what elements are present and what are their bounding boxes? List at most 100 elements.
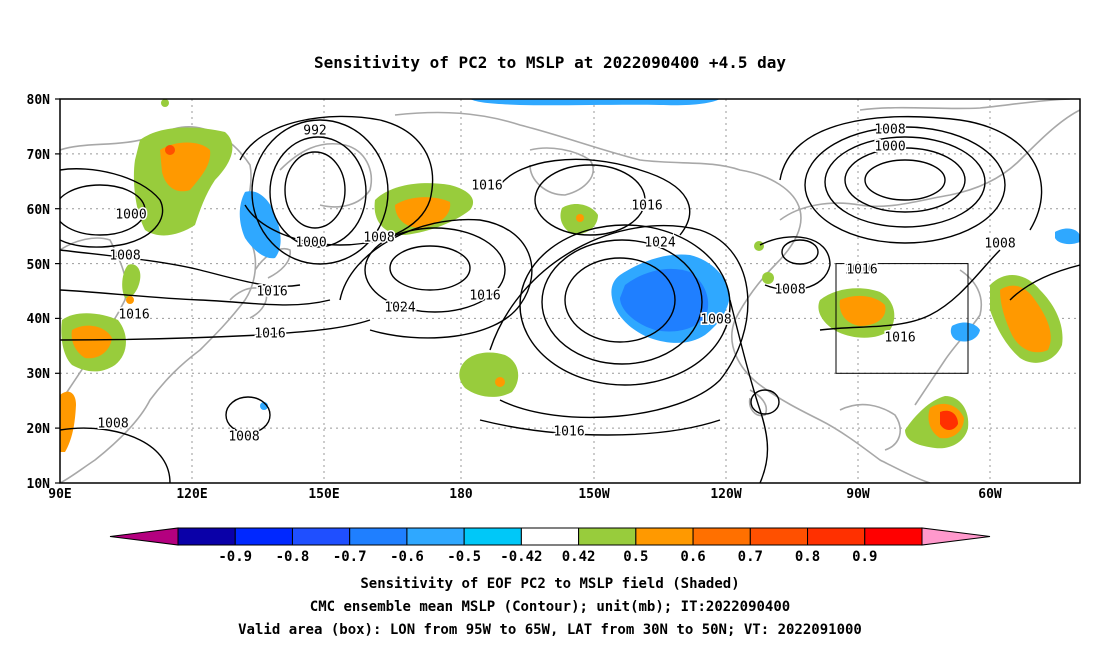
- contour-1016-pacific-east: [479, 419, 721, 436]
- lat-label: 50N: [27, 258, 51, 273]
- contour-high-canada-3: [824, 136, 986, 228]
- contour-low-alaska-2: [499, 158, 691, 236]
- colorbar-cell: [234, 527, 293, 546]
- shade-positive-caribbean-core: [940, 410, 958, 430]
- shade-siberia-max: [165, 145, 175, 155]
- shade-negative-far-atlantic: [1055, 228, 1080, 245]
- lat-label: 10N: [27, 477, 51, 492]
- contour-label: 1016: [846, 263, 877, 278]
- contour-label: 1016: [884, 331, 915, 346]
- lat-label: 70N: [27, 148, 51, 163]
- contour-label: 1008: [228, 430, 259, 445]
- lon-label: 150E: [308, 487, 339, 502]
- lat-label: 40N: [27, 312, 51, 327]
- contour-1008-atlantic: [1009, 264, 1080, 301]
- coast-baja: [748, 389, 768, 417]
- lon-label: 90W: [846, 487, 870, 502]
- colorbar-cell: [635, 527, 694, 546]
- contour-high-east-2: [541, 239, 703, 365]
- contour-label: 1016: [844, 263, 875, 278]
- contour-1008-south: [60, 427, 171, 483]
- colorbar-arrow-low: [109, 527, 179, 546]
- shade-speck-arctic: [161, 99, 169, 107]
- colorbar-cell: [177, 527, 236, 546]
- lon-label: 90E: [48, 487, 71, 502]
- coast-kamchatka: [279, 143, 372, 208]
- contour-high-canada-2: [844, 147, 966, 213]
- contour-low-alaska-1: [534, 164, 646, 236]
- shade-positive-south-sea: [60, 391, 76, 452]
- contour-high-west-1: [389, 245, 471, 291]
- contour-1008-rockies: [759, 236, 831, 291]
- contour-high-canada-1: [864, 159, 946, 201]
- shade-speck-rockies: [762, 272, 774, 284]
- coast-arctic-islands: [859, 99, 1071, 111]
- longitude-labels: 90E 120E 150E 180 150W 120W 90W 60W: [48, 487, 1002, 502]
- map-panel: 992 1000 1008 1016 1016 1000 1008 1016 1016 1024 1…: [27, 93, 1081, 502]
- coast-japan-south: [229, 287, 268, 319]
- colorbar-tick-label: -0.9: [218, 549, 252, 565]
- contour-label: 1016: [553, 425, 584, 440]
- contour-label: 1000: [115, 208, 146, 223]
- caption: Sensitivity of EOF PC2 to MSLP field (Sh…: [238, 576, 862, 638]
- contour-label: 1008: [874, 123, 905, 138]
- coast-east-asia: [60, 126, 257, 483]
- sensitivity-shading: [60, 99, 1080, 452]
- colorbar-cell: [463, 527, 522, 546]
- contour-1008-asia: [60, 249, 301, 288]
- colorbar-tick-label: -0.42: [500, 549, 542, 565]
- contour-high-west-3: [339, 218, 533, 339]
- shade-speck-canada: [754, 241, 764, 251]
- contour-1008-west-mexico: [729, 299, 769, 483]
- contour-labels: 992 1000 1008 1016 1016 1000 1008 1016 1016 1024 1…: [96, 121, 1017, 446]
- colorbar-tick-label: 0.42: [562, 549, 596, 565]
- contour-1016-us: [819, 249, 1001, 331]
- coast-japan-north: [254, 248, 291, 279]
- contour-high-canada-4: [804, 126, 1006, 244]
- contour-low-kamchatka-4: [239, 115, 434, 246]
- contour-label: 1008: [700, 313, 731, 328]
- contour-low-baja: [750, 389, 780, 415]
- contour-label: 1008: [97, 417, 128, 432]
- colorbar-tick-label: -0.8: [276, 549, 310, 565]
- contour-label: 1024: [644, 236, 675, 251]
- contour-label: 1000: [295, 236, 326, 251]
- lat-ticks: [55, 98, 60, 484]
- latitude-labels: 80N 70N 60N 50N 40N 30N 20N 10N: [27, 93, 51, 492]
- contour-label: 1008: [363, 231, 394, 246]
- contour-label: 1016: [256, 285, 287, 300]
- colorbar-cell: [349, 527, 408, 546]
- contour-label: 1000: [874, 140, 905, 155]
- contour-low-kamchatka-1: [284, 151, 346, 229]
- shade-gulf-alaska-core: [576, 214, 584, 222]
- shade-positive-south-china-core: [71, 325, 112, 359]
- shade-negative-arctic: [470, 99, 720, 106]
- contour-label: 1016: [471, 179, 502, 194]
- contour-label: 1008: [984, 237, 1015, 252]
- colorbar-cell: [749, 527, 809, 546]
- colorbar-tick-label: -0.7: [333, 549, 367, 565]
- contour-high-west-2: [364, 227, 506, 313]
- colorbar-cell: [692, 527, 751, 546]
- coast-north-america-west: [394, 111, 931, 483]
- contour-label: 1008: [774, 283, 805, 298]
- lon-label: 120E: [176, 487, 207, 502]
- shade-positive-central-us-core: [839, 295, 886, 326]
- contour-label: 1024: [384, 301, 415, 316]
- map-background: [60, 99, 1080, 483]
- shade-negative-east-coast: [950, 322, 980, 342]
- contour-label: 1008: [109, 249, 140, 264]
- contour-label: 1016: [254, 327, 285, 342]
- shade-positive-siberia-core: [160, 142, 211, 192]
- colorbar-tick-label: 0.5: [623, 549, 648, 565]
- contour-low-siberia-2: [60, 168, 164, 248]
- mslp-contours: [60, 115, 1080, 483]
- contour-low-kamchatka-3: [251, 119, 389, 265]
- shade-central-pacific-core: [495, 377, 505, 387]
- contour-1016-pacific-south: [60, 319, 371, 341]
- lon-label: 180: [449, 487, 473, 502]
- colorbar-tick-label: 0.8: [795, 549, 820, 565]
- lat-label: 30N: [27, 367, 51, 382]
- colorbar-labels: -0.9 -0.8 -0.7 -0.6 -0.5 -0.42 0.42 0.5 0.6 0.7 0.…: [218, 549, 877, 565]
